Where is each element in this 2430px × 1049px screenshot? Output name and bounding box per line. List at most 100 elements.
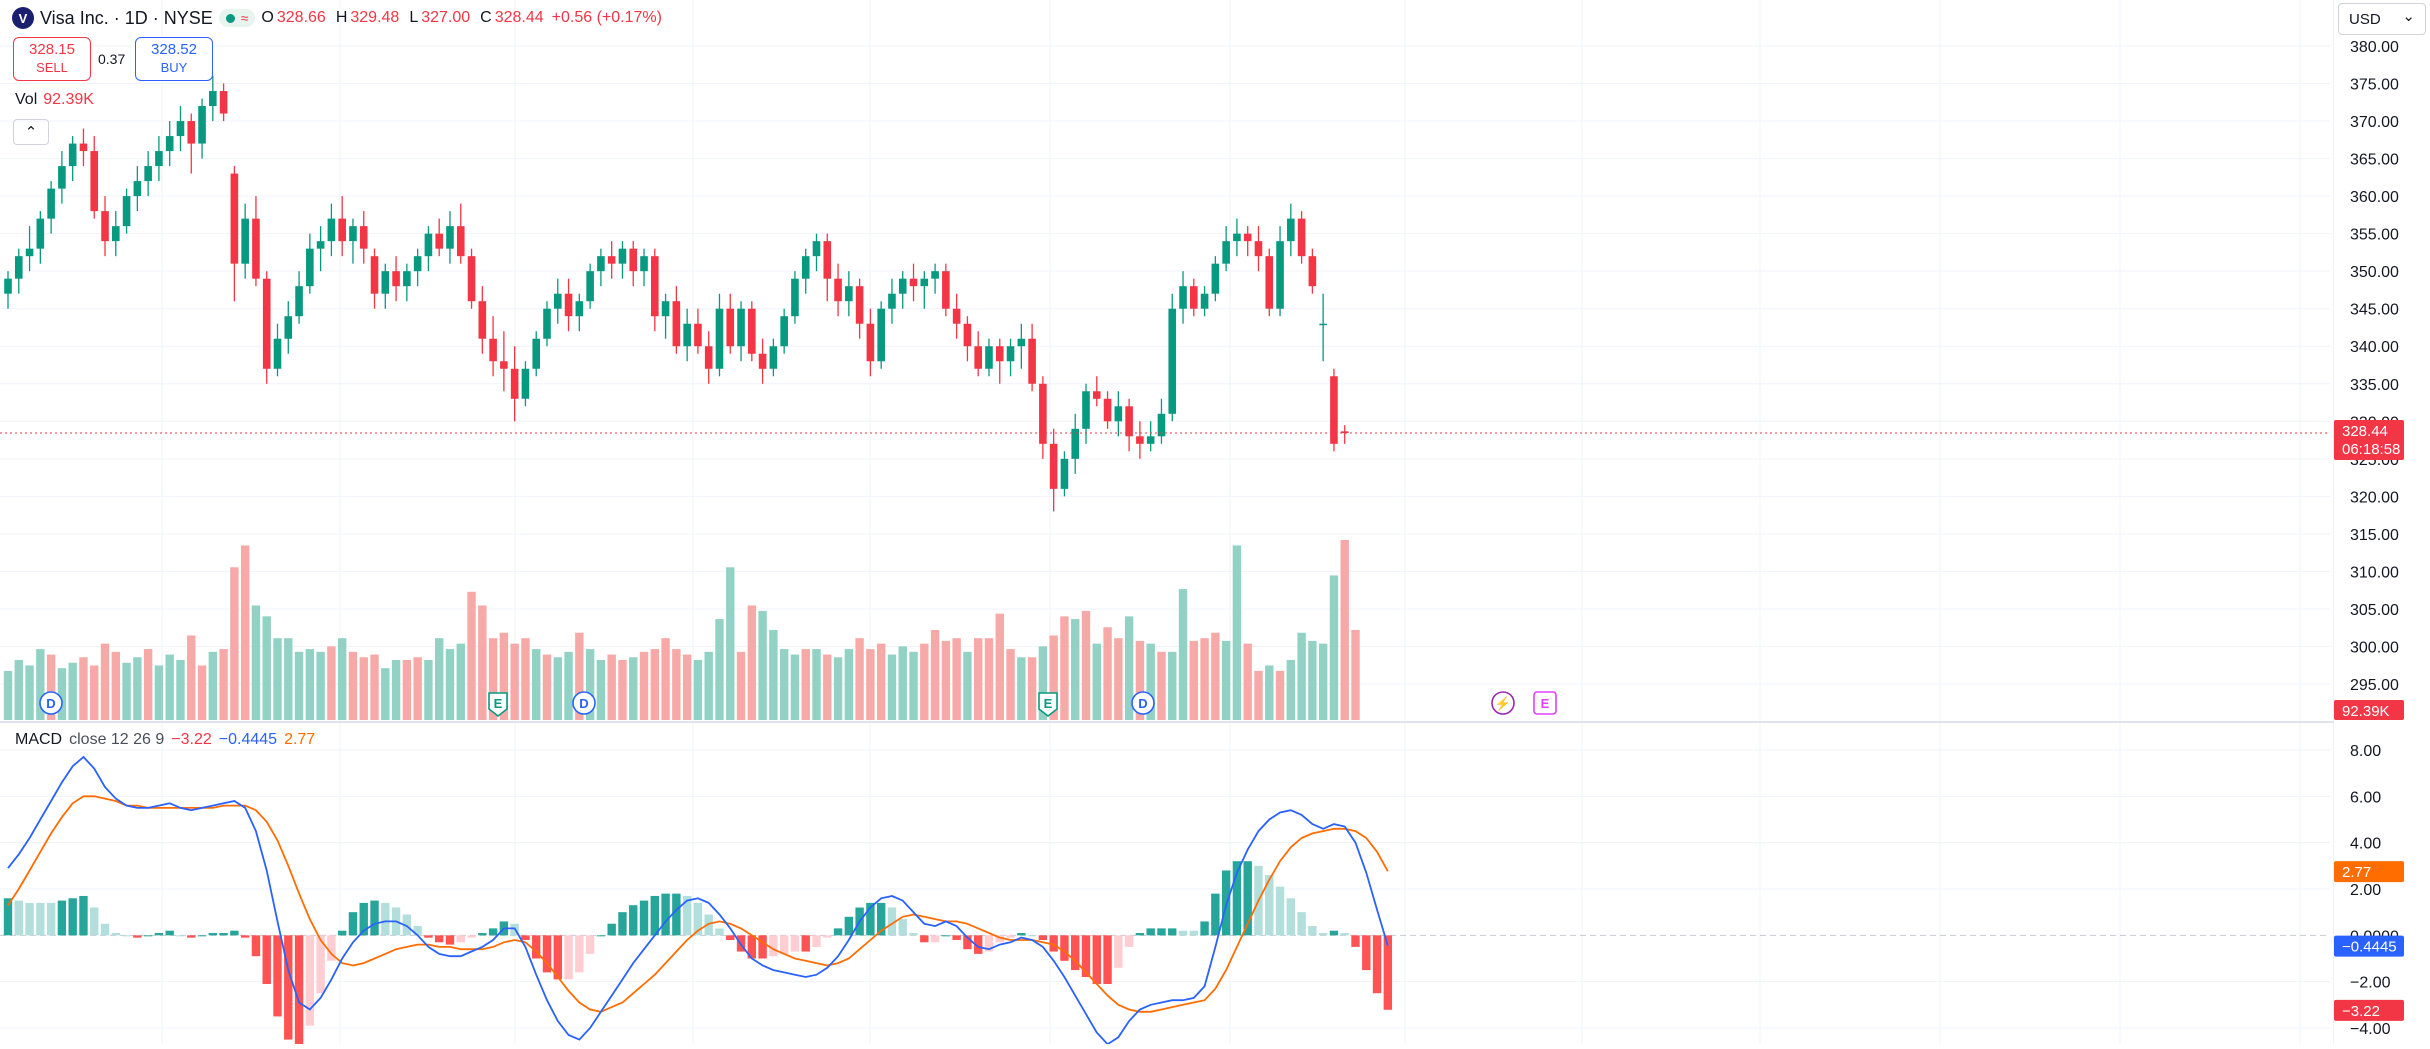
- candle-body: [489, 338, 497, 362]
- volume-tag-bg: [2334, 700, 2404, 720]
- dividend-label: D: [1138, 696, 1147, 711]
- signal-line: [7, 795, 1389, 1013]
- price-axis[interactable]: 380.00 375.00 370.00 365.00 360.00 355.00 350.…: [2334, 0, 2430, 1044]
- volume-bar: [251, 605, 261, 720]
- volume-bar: [995, 613, 1004, 720]
- volume-bar: [424, 660, 433, 720]
- macd-histogram-bar: [607, 923, 616, 936]
- candle-body: [564, 293, 573, 317]
- volume-bar: [1200, 638, 1209, 720]
- candle-body: [823, 241, 832, 279]
- macd-histogram-bar: [1071, 935, 1080, 971]
- candle-body: [909, 278, 918, 287]
- volume-bar: [1081, 610, 1091, 720]
- volume-legend[interactable]: Vol 92.39K: [15, 91, 94, 109]
- macd-histogram-bar: [1038, 935, 1048, 940]
- chevron-up-icon: ⌃: [24, 124, 38, 141]
- low-value: 327.00: [421, 9, 471, 26]
- candle-body: [424, 233, 433, 257]
- macd-histogram-bar: [726, 935, 735, 940]
- macd-legend[interactable]: MACD close 12 26 9 −3.22 −0.4445 2.77: [15, 731, 315, 749]
- candle-body: [651, 256, 659, 317]
- macd-histogram-bar: [1157, 928, 1166, 936]
- macd-histogram-bar: [1124, 935, 1134, 947]
- volume-bar: [14, 660, 23, 720]
- macd-histogram-bar: [337, 930, 347, 936]
- market-status[interactable]: ≈: [218, 9, 256, 27]
- open-value: 328.66: [276, 9, 326, 26]
- volume-bar: [1038, 646, 1048, 720]
- candle-body: [553, 293, 562, 309]
- macd-histogram-bar: [154, 933, 164, 936]
- macd-histogram-bar: [909, 933, 918, 936]
- price-tick-label: 320.00: [2350, 489, 2399, 506]
- volume-bar: [920, 643, 929, 720]
- wave-icon: ≈: [240, 10, 249, 26]
- macd-histogram-bar: [812, 935, 821, 947]
- volume-bar: [1092, 643, 1101, 720]
- candle-body: [963, 323, 972, 347]
- sell-button[interactable]: 328.15 SELL: [13, 37, 91, 81]
- macd-histogram-bar: [532, 935, 541, 959]
- upcoming-earnings-label: E: [1541, 696, 1550, 711]
- candle-body: [737, 308, 745, 347]
- candle-body: [392, 271, 400, 287]
- candle-body: [1028, 338, 1036, 384]
- volume-bar: [575, 632, 584, 720]
- price-tick-label: 365.00: [2350, 152, 2399, 169]
- macd-histogram-bar: [779, 935, 789, 954]
- macd-histogram-bar: [46, 902, 56, 936]
- volume-bar: [1243, 643, 1252, 720]
- macd-histogram-bar: [3, 898, 13, 936]
- candle-body: [68, 143, 77, 167]
- price-tick-label: 310.00: [2350, 564, 2399, 581]
- signal-tag-bg: [2334, 861, 2404, 883]
- volume-bar: [230, 567, 239, 720]
- candle-body: [985, 346, 993, 369]
- price-candles: [0, 76, 2330, 512]
- earnings-shape: [1038, 692, 1058, 718]
- candle-body: [1265, 256, 1274, 309]
- dividend-circle: [572, 691, 596, 715]
- visa-logo: V: [12, 7, 34, 29]
- symbol-title[interactable]: Visa Inc. · 1D · NYSE: [40, 7, 213, 28]
- volume-bar: [855, 638, 864, 720]
- volume-bar: [553, 657, 562, 720]
- currency-selector[interactable]: USD ⌄: [2338, 3, 2426, 35]
- sell-price: 328.15: [29, 41, 75, 58]
- volume-bar: [1189, 640, 1198, 720]
- macd-histogram-bar: [758, 935, 767, 959]
- sell-label: SELL: [36, 60, 68, 75]
- macd-histogram-bar: [693, 902, 703, 936]
- macd-histogram-bar: [294, 935, 304, 1045]
- macd-histogram-bar: [1308, 926, 1317, 936]
- volume-bar: [143, 649, 153, 720]
- symbol-legend[interactable]: V Visa Inc. · 1D · NYSE ≈ O 328.66 H 329.4…: [12, 7, 662, 29]
- candle-body: [25, 248, 34, 257]
- candle-body: [898, 278, 907, 294]
- candle-body: [79, 143, 88, 152]
- candle-body: [219, 91, 228, 114]
- macd-histogram-bar: [176, 935, 185, 937]
- macd-histogram-bar: [273, 935, 282, 1017]
- volume-bar: [284, 638, 293, 720]
- candle-body: [241, 218, 249, 264]
- volume-bars: [3, 540, 1360, 720]
- candle-body: [1168, 308, 1177, 414]
- candle-body: [1039, 383, 1047, 444]
- price-tick-label: 380.00: [2350, 39, 2399, 56]
- collapse-legend-button[interactable]: ⌃: [13, 119, 49, 145]
- volume-bar: [456, 643, 465, 720]
- volume-bar: [1232, 545, 1242, 720]
- volume-bar: [111, 651, 120, 720]
- buy-button[interactable]: 328.52 BUY: [135, 37, 213, 81]
- candle-body: [931, 271, 939, 279]
- candle-body: [155, 151, 163, 167]
- upcoming-event-marker: ⚡: [1491, 691, 1515, 715]
- macd-tick-label: −4.00: [2350, 1021, 2391, 1038]
- macd-signal-value: 2.77: [284, 731, 316, 748]
- volume-bar: [488, 638, 498, 720]
- volume-bar: [1265, 665, 1274, 720]
